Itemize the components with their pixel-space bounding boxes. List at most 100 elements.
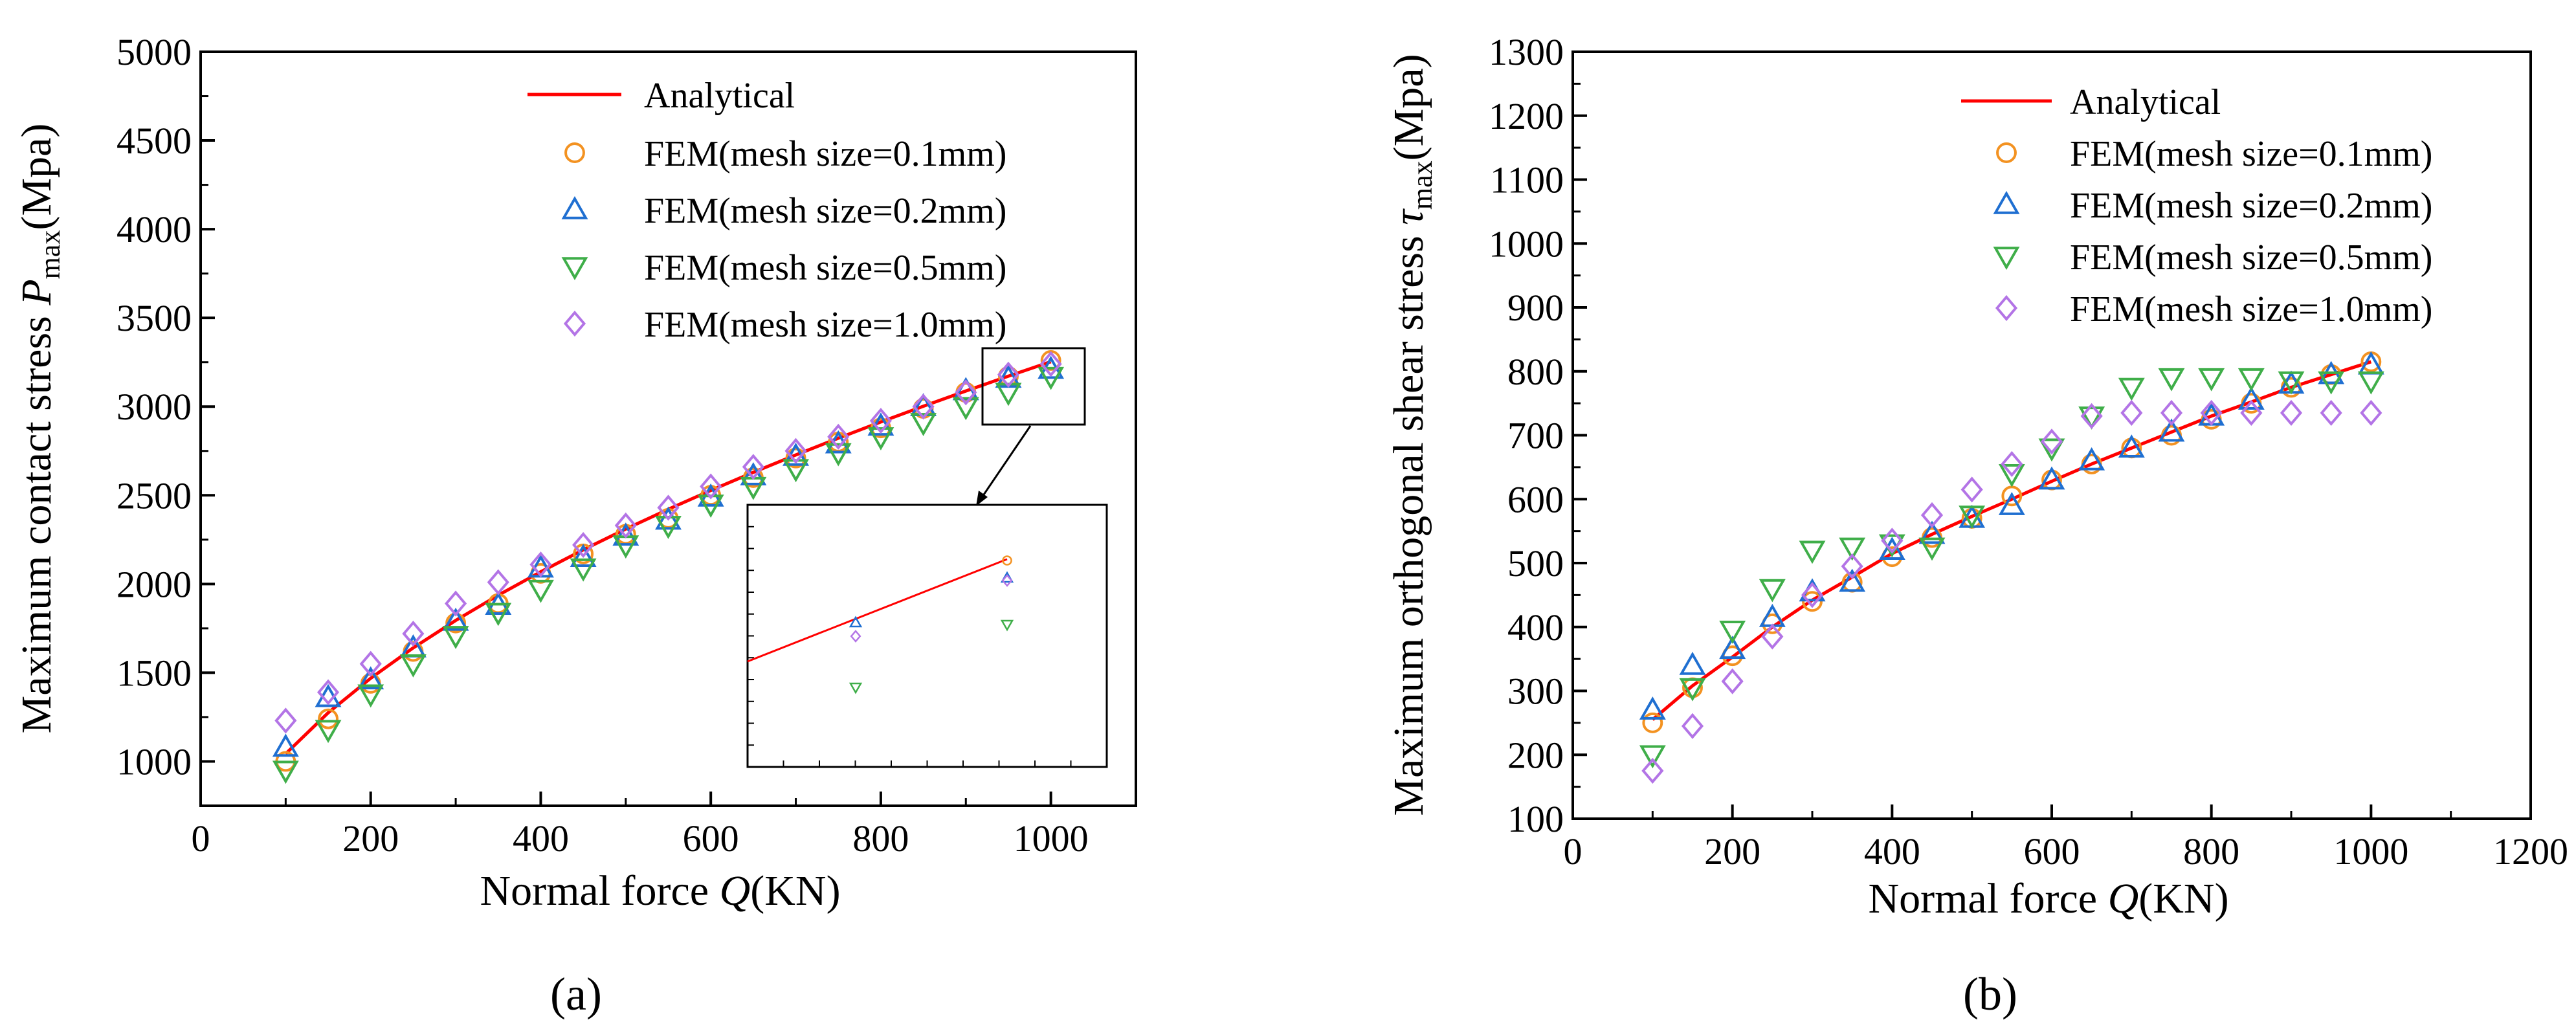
- data-point-triangle-down: [442, 626, 469, 649]
- data-point-diamond: [1841, 553, 1863, 580]
- data-point-diamond: [1039, 351, 1062, 377]
- y-tick-label: 1100: [1490, 159, 1564, 201]
- data-point-diamond: [316, 679, 340, 705]
- legend-mesh-0.5-marker: [561, 257, 588, 281]
- y-tick-label: 900: [1507, 287, 1564, 329]
- inset-data-point: [849, 682, 863, 694]
- y-axis-title-a: Maximum contact stress Pmax(Mpa): [13, 124, 66, 734]
- data-point-diamond: [700, 473, 722, 500]
- x-tick-label: 800: [2183, 830, 2239, 872]
- data-point-triangle-down: [1959, 505, 1986, 529]
- data-point-triangle-up: [442, 607, 469, 631]
- data-point-diamond: [1721, 668, 1744, 694]
- y-tick-label: 1000: [1489, 223, 1564, 265]
- legend-mesh-1.0-label: FEM(mesh size=1.0mm): [644, 305, 1006, 345]
- legend-mesh-1.0-label: FEM(mesh size=1.0mm): [2070, 289, 2432, 329]
- panel-label-a: (a): [550, 968, 602, 1020]
- panel-label-b: (b): [1963, 968, 2017, 1020]
- data-point-triangle-up: [2237, 386, 2265, 410]
- y-ticks-a: 1000 1500 2000 2500 3000 3500 4000 4500 5000: [117, 31, 215, 782]
- data-point-triangle-down: [825, 443, 852, 467]
- data-point-diamond: [487, 569, 509, 595]
- data-point-diamond: [912, 394, 935, 420]
- data-point-diamond: [1920, 502, 1944, 529]
- data-point-triangle-up: [1839, 568, 1866, 592]
- data-point-triangle-down: [1679, 678, 1706, 702]
- y-tick-label: 300: [1507, 671, 1564, 713]
- data-point-triangle-down: [2038, 438, 2065, 462]
- data-point-circle: [1802, 591, 1823, 612]
- data-point-diamond: [445, 590, 467, 617]
- data-point-triangle-down: [1799, 540, 1826, 564]
- zoom-arrowhead: [976, 491, 988, 506]
- data-point-circle: [1642, 712, 1663, 733]
- data-point-diamond: [869, 408, 892, 434]
- legend-mesh-0.1-marker: [564, 142, 585, 163]
- data-point-triangle-down: [272, 760, 299, 784]
- data-point-diamond: [572, 531, 595, 559]
- data-point-triangle-up: [1878, 537, 1905, 560]
- data-point-diamond: [997, 361, 1020, 388]
- data-point-diamond: [657, 494, 680, 521]
- legend-mesh-1.0-marker: [563, 310, 586, 337]
- data-point-diamond: [2080, 403, 2103, 429]
- data-point-triangle-up: [1998, 492, 2025, 515]
- data-point-diamond: [359, 650, 382, 677]
- data-point-diamond: [2360, 399, 2382, 427]
- legend-marker-icon: [561, 257, 588, 281]
- legend-marker-icon: [1993, 247, 2020, 271]
- y-tick-label: 5000: [117, 31, 192, 73]
- chart-panel-b: 0 200 400 600 800 1000 1200 100 200 300 400 500 600…: [1385, 31, 2568, 1020]
- data-point-triangle-down: [2318, 371, 2345, 395]
- legend-mesh-1.0-marker: [1995, 294, 2018, 322]
- data-point-triangle-up: [2158, 418, 2185, 442]
- data-point-triangle-down: [357, 684, 384, 708]
- data-point-diamond: [529, 551, 552, 578]
- y-tick-label: 1200: [1489, 95, 1564, 137]
- data-point-triangle-down: [910, 413, 937, 436]
- inset-data-point: [849, 615, 863, 628]
- data-point-triangle-up: [2038, 466, 2065, 490]
- legend-marker-icon: [561, 195, 588, 219]
- data-point-diamond: [827, 423, 850, 450]
- legend-mesh-0.5-label: FEM(mesh size=0.5mm): [2070, 238, 2432, 278]
- data-point-triangle-up: [1679, 651, 1706, 675]
- y-tick-label: 1000: [117, 740, 192, 782]
- x-tick-label: 600: [2024, 830, 2080, 872]
- data-point-diamond: [2320, 399, 2342, 427]
- plot-frame-a: [199, 50, 1137, 807]
- data-point-triangle-down: [2357, 371, 2384, 395]
- data-point-triangle-down: [1639, 745, 1666, 769]
- legend-marker-icon: [564, 142, 585, 163]
- data-point-diamond: [2160, 399, 2183, 427]
- data-point-triangle-down: [1918, 537, 1946, 561]
- data-point-triangle-up: [357, 666, 384, 690]
- zoom-arrow: [980, 425, 1032, 499]
- y-tick-label: 400: [1507, 606, 1564, 649]
- legend-a: Analytical FEM(mesh size=0.1mm) FEM(mesh…: [527, 76, 1006, 345]
- x-axis-title-a: Normal force Q(KN): [480, 867, 840, 915]
- y-tick-label: 2000: [117, 563, 192, 605]
- data-point-triangle-down: [399, 654, 427, 678]
- data-point-diamond: [955, 379, 977, 406]
- data-point-triangle-down: [867, 427, 894, 450]
- legend-mesh-0.1-label: FEM(mesh size=0.1mm): [644, 134, 1006, 174]
- y-tick-label: 4000: [117, 208, 192, 250]
- x-tick-label: 1200: [2493, 830, 2568, 872]
- y-tick-label: 100: [1507, 798, 1564, 840]
- data-point-diamond: [1881, 527, 1904, 554]
- data-point-circle: [318, 708, 339, 729]
- data-point-diamond: [274, 707, 297, 734]
- data-point-triangle-down: [2237, 368, 2265, 392]
- y-tick-label: 1500: [117, 652, 192, 694]
- data-point-triangle-down: [2078, 406, 2105, 430]
- data-point-triangle-down: [1759, 579, 1786, 603]
- data-point-triangle-down: [570, 558, 597, 582]
- legend-analytical-label: Analytical: [644, 76, 795, 116]
- x-ticks-b: 0 200 400 600 800 1000 1200: [1564, 804, 2568, 872]
- inset-data-point: [1002, 555, 1012, 566]
- data-point-triangle-down: [1038, 366, 1065, 390]
- data-point-diamond: [2001, 450, 2023, 478]
- data-point-diamond: [1681, 713, 1704, 739]
